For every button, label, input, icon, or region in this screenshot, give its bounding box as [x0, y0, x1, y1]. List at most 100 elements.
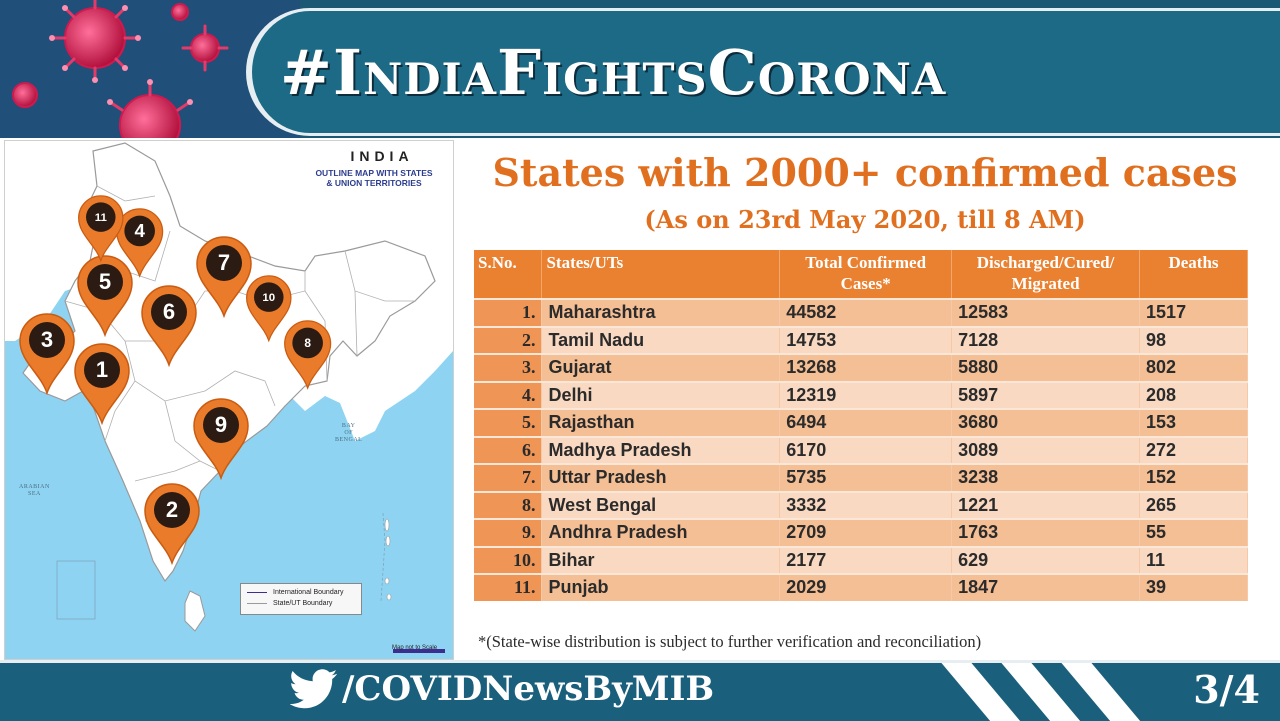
map-pin-11: 11 — [77, 195, 125, 263]
cell-confirmed: 2029 — [779, 573, 953, 601]
table-row: 11. Punjab 2029 1847 39 — [474, 573, 1248, 601]
header-banner: #IndiaFightsCorona — [0, 0, 1280, 138]
sea-label-text: BENGAL — [335, 437, 363, 443]
cell-sno: 7. — [474, 463, 543, 492]
cell-state: Maharashtra — [541, 298, 781, 327]
cell-sno: 10. — [474, 545, 543, 574]
legend-item-state: State/UT Boundary — [247, 600, 332, 607]
content-title: States with 2000+ confirmed cases — [492, 150, 1238, 195]
cell-state: Madhya Pradesh — [541, 435, 781, 464]
map-pin-3: 3 — [18, 313, 76, 396]
legend-line-icon — [247, 603, 267, 604]
hashtag-title: #IndiaFightsCorona — [280, 36, 947, 109]
map-legend: International Boundary State/UT Boundary — [240, 583, 362, 615]
cell-sno: 11. — [474, 573, 543, 601]
scale-note: Map not to Scale — [392, 645, 438, 651]
table-row: 9. Andhra Pradesh 2709 1763 55 — [474, 518, 1248, 547]
bay-of-bengal-label: BAY OF BENGAL — [335, 423, 362, 444]
cell-deaths: 208 — [1139, 380, 1248, 409]
cell-discharged: 5880 — [951, 353, 1141, 382]
footnote: *(State-wise distribution is subject to … — [478, 632, 982, 651]
header-line: Discharged/Cured/ — [976, 253, 1115, 272]
table-row: 5. Rajasthan 6494 3680 153 — [474, 408, 1248, 437]
cell-confirmed: 13268 — [779, 353, 953, 382]
cell-deaths: 11 — [1139, 545, 1248, 574]
sea-label-text: SEA — [28, 491, 41, 497]
pin-number: 6 — [151, 294, 187, 330]
cell-deaths: 153 — [1139, 408, 1248, 437]
cell-confirmed: 2177 — [779, 545, 953, 574]
cell-state: Gujarat — [541, 353, 781, 382]
sea-label-text: BAY — [341, 423, 356, 429]
cell-deaths: 152 — [1139, 463, 1248, 492]
table-row: 6. Madhya Pradesh 6170 3089 272 — [474, 435, 1248, 464]
table-row: 8. West Bengal 3332 1221 265 — [474, 490, 1248, 519]
header-line: Total Confirmed — [805, 253, 927, 272]
table-row: 1. Maharashtra 44582 12583 1517 — [474, 298, 1248, 327]
column-header-confirmed: Total Confirmed Cases* — [779, 250, 953, 299]
map-subtitle-line: OUTLINE MAP WITH STATES — [315, 168, 433, 178]
cell-deaths: 98 — [1139, 325, 1248, 354]
table-row: 10. Bihar 2177 629 11 — [474, 545, 1248, 574]
cell-state: West Bengal — [541, 490, 781, 519]
cell-state: Andhra Pradesh — [541, 518, 781, 547]
pin-number: 5 — [87, 264, 123, 300]
cases-table: S.No. States/UTs Total Confirmed Cases* … — [474, 250, 1248, 601]
map-pin-8: 8 — [283, 320, 332, 390]
cell-deaths: 39 — [1139, 573, 1248, 601]
pin-number: 9 — [203, 407, 239, 443]
twitter-handle: /COVIDNewsByMIB — [342, 669, 715, 709]
cell-sno: 2. — [474, 325, 543, 354]
cell-discharged: 12583 — [951, 298, 1141, 327]
sea-label-text: ARABIAN — [19, 484, 50, 490]
cell-confirmed: 5735 — [779, 463, 953, 492]
pin-number: 1 — [84, 352, 120, 388]
cell-sno: 5. — [474, 408, 543, 437]
header-line: Migrated — [1011, 274, 1080, 293]
table-row: 4. Delhi 12319 5897 208 — [474, 380, 1248, 409]
cell-state: Delhi — [541, 380, 781, 409]
map-pin-5: 5 — [76, 255, 134, 338]
cell-confirmed: 14753 — [779, 325, 953, 354]
pin-number: 4 — [124, 215, 155, 247]
content-subtitle: (As on 23rd May 2020, till 8 AM) — [644, 205, 1086, 234]
cell-sno: 1. — [474, 298, 543, 327]
cell-state: Tamil Nadu — [541, 325, 781, 354]
cell-discharged: 3680 — [951, 408, 1141, 437]
table-header-row: S.No. States/UTs Total Confirmed Cases* … — [474, 250, 1248, 299]
pin-number: 10 — [254, 282, 284, 312]
header-line: Cases* — [840, 274, 891, 293]
twitter-bird-icon — [290, 669, 338, 709]
map-pin-1: 1 — [73, 343, 131, 426]
pin-number: 8 — [292, 327, 323, 359]
cell-confirmed: 6494 — [779, 408, 953, 437]
column-header-sno: S.No. — [474, 250, 543, 299]
cell-sno: 8. — [474, 490, 543, 519]
cell-sno: 6. — [474, 435, 543, 464]
legend-line-icon — [247, 592, 267, 593]
cell-confirmed: 12319 — [779, 380, 953, 409]
cell-deaths: 1517 — [1139, 298, 1248, 327]
table-row: 7. Uttar Pradesh 5735 3238 152 — [474, 463, 1248, 492]
legend-label: State/UT Boundary — [273, 600, 333, 607]
footer-bar: /COVIDNewsByMIB 3/4 — [0, 660, 1280, 721]
map-pin-6: 6 — [140, 285, 198, 368]
cell-sno: 9. — [474, 518, 543, 547]
cell-confirmed: 2709 — [779, 518, 953, 547]
cell-sno: 3. — [474, 353, 543, 382]
cell-state: Punjab — [541, 573, 781, 601]
cell-discharged: 5897 — [951, 380, 1141, 409]
column-header-state: States/UTs — [541, 250, 781, 299]
cell-discharged: 629 — [951, 545, 1141, 574]
cell-state: Uttar Pradesh — [541, 463, 781, 492]
column-header-deaths: Deaths — [1139, 250, 1248, 299]
legend-item-international: International Boundary — [247, 589, 343, 596]
cell-confirmed: 6170 — [779, 435, 953, 464]
cell-deaths: 272 — [1139, 435, 1248, 464]
page-indicator: 3/4 — [1193, 667, 1260, 712]
map-title: INDIA — [350, 148, 414, 164]
cell-discharged: 3238 — [951, 463, 1141, 492]
header-title-band — [246, 8, 1280, 136]
cell-deaths: 802 — [1139, 353, 1248, 382]
cell-discharged: 7128 — [951, 325, 1141, 354]
